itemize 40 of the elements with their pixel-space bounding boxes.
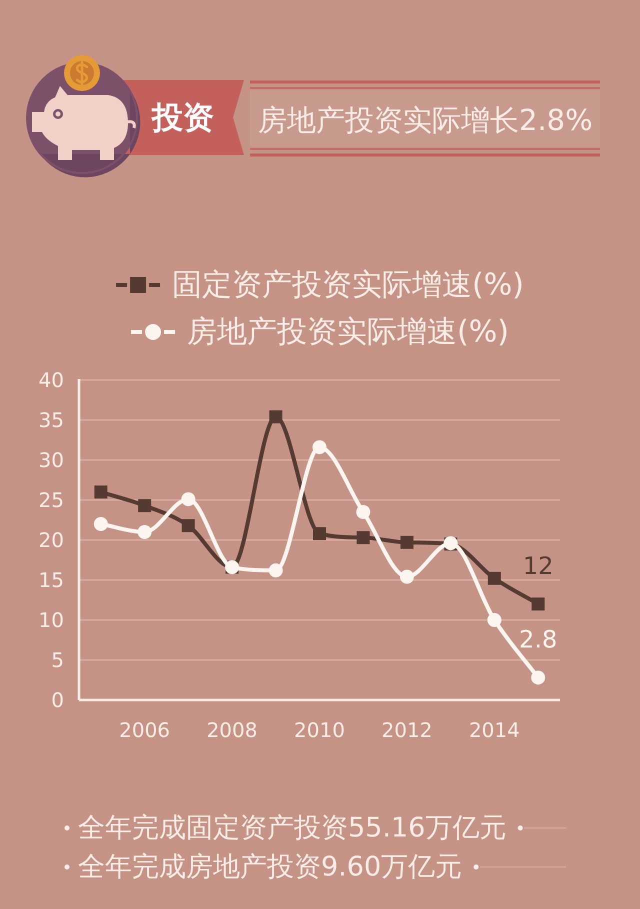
y-tick-label: 30 xyxy=(38,448,64,472)
x-tick-label: 2006 xyxy=(119,718,170,742)
x-tick-label: 2010 xyxy=(294,718,345,742)
point xyxy=(94,517,108,531)
data-label: 2.8 xyxy=(519,626,558,654)
y-tick-label: 20 xyxy=(38,528,64,552)
point xyxy=(181,492,196,506)
point xyxy=(138,499,152,512)
y-tick-label: 40 xyxy=(38,368,64,392)
y-tick-label: 35 xyxy=(38,408,64,432)
chart-title: 投资 xyxy=(151,100,214,136)
point xyxy=(488,572,501,585)
data-label: 12 xyxy=(522,552,554,580)
point xyxy=(94,486,108,498)
point xyxy=(531,670,546,685)
y-tick-label: 25 xyxy=(38,488,64,512)
point xyxy=(532,598,545,610)
y-tick-label: 15 xyxy=(38,568,64,592)
point xyxy=(356,505,370,519)
x-tick-label: 2014 xyxy=(468,718,520,742)
y-tick-label: 5 xyxy=(51,648,64,672)
point xyxy=(487,613,502,627)
point xyxy=(312,440,326,454)
point xyxy=(356,531,370,544)
point xyxy=(182,519,195,532)
x-tick-label: 2012 xyxy=(382,718,432,742)
point xyxy=(138,525,152,539)
point xyxy=(400,570,414,584)
legend-label: 房地产投资实际增速(%) xyxy=(187,314,509,350)
point xyxy=(400,536,414,549)
point xyxy=(268,563,283,578)
point xyxy=(313,527,326,540)
point xyxy=(269,410,282,424)
legend-label: 固定资产投资实际增速(%) xyxy=(172,268,524,302)
chart-subtitle: 房地产投资实际增长2.8% xyxy=(258,103,593,137)
text: 全年完成房地产投资9.60万亿元 xyxy=(78,852,462,882)
y-tick-label: 0 xyxy=(51,688,64,712)
y-tick-label: 10 xyxy=(38,608,64,632)
text: 全年完成固定资产投资55.16万亿元 xyxy=(78,812,506,844)
x-tick-label: 2008 xyxy=(206,718,258,742)
